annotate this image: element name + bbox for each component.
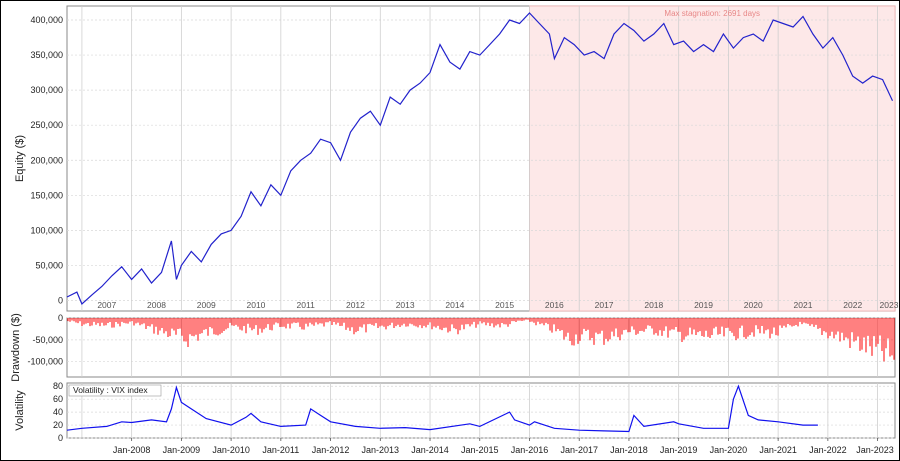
y-tick-label: 400,000 <box>30 15 63 25</box>
y-tick-label: 100,000 <box>30 225 63 235</box>
year-label: 2018 <box>644 300 663 310</box>
y-tick-label: 300,000 <box>30 85 63 95</box>
y-tick-label: 0 <box>58 433 63 443</box>
x-tick-label: Jan-2018 <box>610 445 648 455</box>
y-tick-label: 80 <box>53 381 63 391</box>
year-label: 2016 <box>545 300 564 310</box>
y-tick-label: 200,000 <box>30 155 63 165</box>
stagnation-region <box>529 5 896 312</box>
y-tick-label: 40 <box>53 407 63 417</box>
y-tick-label: 20 <box>53 420 63 430</box>
year-label: 2022 <box>843 300 862 310</box>
x-tick-label: Jan-2011 <box>262 445 299 455</box>
x-tick-label: Jan-2010 <box>212 445 250 455</box>
year-label: 2012 <box>346 300 365 310</box>
x-tick-label: Jan-2015 <box>461 445 499 455</box>
y-tick-label: 60 <box>53 394 63 404</box>
y-tick-label: 350,000 <box>30 50 63 60</box>
legend-label: Volatility : VIX index <box>73 385 148 395</box>
y-tick-label: 0 <box>58 295 63 305</box>
panel-2-background <box>66 317 896 378</box>
drawdown-bars <box>67 318 895 362</box>
year-label: 2007 <box>97 300 116 310</box>
year-label: 2014 <box>445 300 464 310</box>
x-tick-label: Jan-2014 <box>411 445 449 455</box>
y-axis-label: Equity ($) <box>14 135 26 182</box>
year-label: 2019 <box>694 300 713 310</box>
year-label: 2017 <box>595 300 614 310</box>
equity-line <box>66 12 894 306</box>
stagnation-annotation: Max stagnation: 2691 days <box>664 9 760 18</box>
volatility-legend: Volatility : VIX index <box>68 384 162 397</box>
year-label: 2020 <box>744 300 763 310</box>
y-axis-label: Drawdown ($) <box>10 313 22 381</box>
y-tick-label: 50,000 <box>35 260 63 270</box>
x-tick-label: Jan-2016 <box>511 445 549 455</box>
year-label: 2023 <box>880 300 899 310</box>
x-tick-label: Jan-2009 <box>163 445 201 455</box>
y-tick-label: 250,000 <box>30 120 63 130</box>
y-tick-label: -50,000 <box>32 335 63 345</box>
y-tick-label: 0 <box>58 313 63 323</box>
x-tick-label: Jan-2022 <box>809 445 847 455</box>
year-label: 2015 <box>495 300 514 310</box>
x-tick-label: Jan-2013 <box>362 445 400 455</box>
x-tick-label: Jan-2012 <box>312 445 350 455</box>
year-label: 2010 <box>247 300 266 310</box>
x-tick-label: Jan-2023 <box>856 445 894 455</box>
year-label: 2008 <box>147 300 166 310</box>
year-label: 2011 <box>297 300 316 310</box>
y-tick-label: -100,000 <box>27 357 63 367</box>
y-axis-label: Volatility <box>14 390 26 431</box>
year-label: 2009 <box>197 300 216 310</box>
x-tick-label: Jan-2019 <box>660 445 698 455</box>
panel-3-background <box>66 382 896 439</box>
x-tick-label: Jan-2020 <box>710 445 748 455</box>
year-label: 2021 <box>794 300 813 310</box>
x-tick-label: Jan-2008 <box>113 445 151 455</box>
y-tick-label: 150,000 <box>30 190 63 200</box>
x-tick-label: Jan-2021 <box>759 445 797 455</box>
volatility-line <box>66 384 818 433</box>
year-label: 2013 <box>396 300 415 310</box>
x-tick-label: Jan-2017 <box>560 445 598 455</box>
legend-box <box>68 384 162 397</box>
